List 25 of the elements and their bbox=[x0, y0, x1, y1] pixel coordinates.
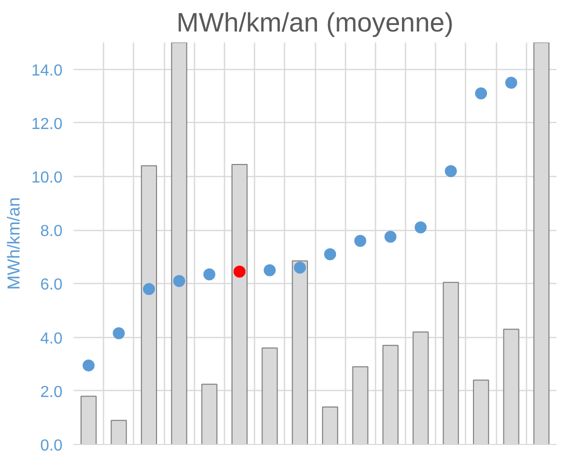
point bbox=[324, 248, 336, 260]
point bbox=[475, 87, 488, 100]
point bbox=[264, 264, 276, 276]
y-tick-label: 10.0 bbox=[31, 170, 63, 186]
point bbox=[82, 359, 95, 372]
y-tick-label: 14.0 bbox=[31, 62, 63, 80]
y-tick-label: 6.0 bbox=[40, 276, 63, 294]
point bbox=[173, 275, 186, 288]
y-axis-title: MWh/km/an bbox=[3, 197, 24, 290]
point bbox=[444, 165, 457, 178]
point bbox=[414, 221, 427, 234]
point bbox=[112, 327, 125, 340]
point bbox=[203, 268, 216, 280]
point bbox=[505, 76, 518, 89]
y-tick-label: 2.0 bbox=[40, 384, 63, 401]
y-tick-label: 12.0 bbox=[31, 116, 63, 133]
point bbox=[234, 266, 246, 278]
point bbox=[294, 262, 306, 274]
point bbox=[142, 283, 155, 296]
y-tick-label: 8.0 bbox=[40, 223, 63, 240]
point bbox=[354, 234, 366, 247]
chart-title: MWh/km/an (moyenne) bbox=[176, 8, 454, 38]
y-tick-label: 4.0 bbox=[40, 330, 63, 348]
y-tick-label: 0.0 bbox=[40, 438, 63, 454]
point bbox=[384, 230, 396, 243]
